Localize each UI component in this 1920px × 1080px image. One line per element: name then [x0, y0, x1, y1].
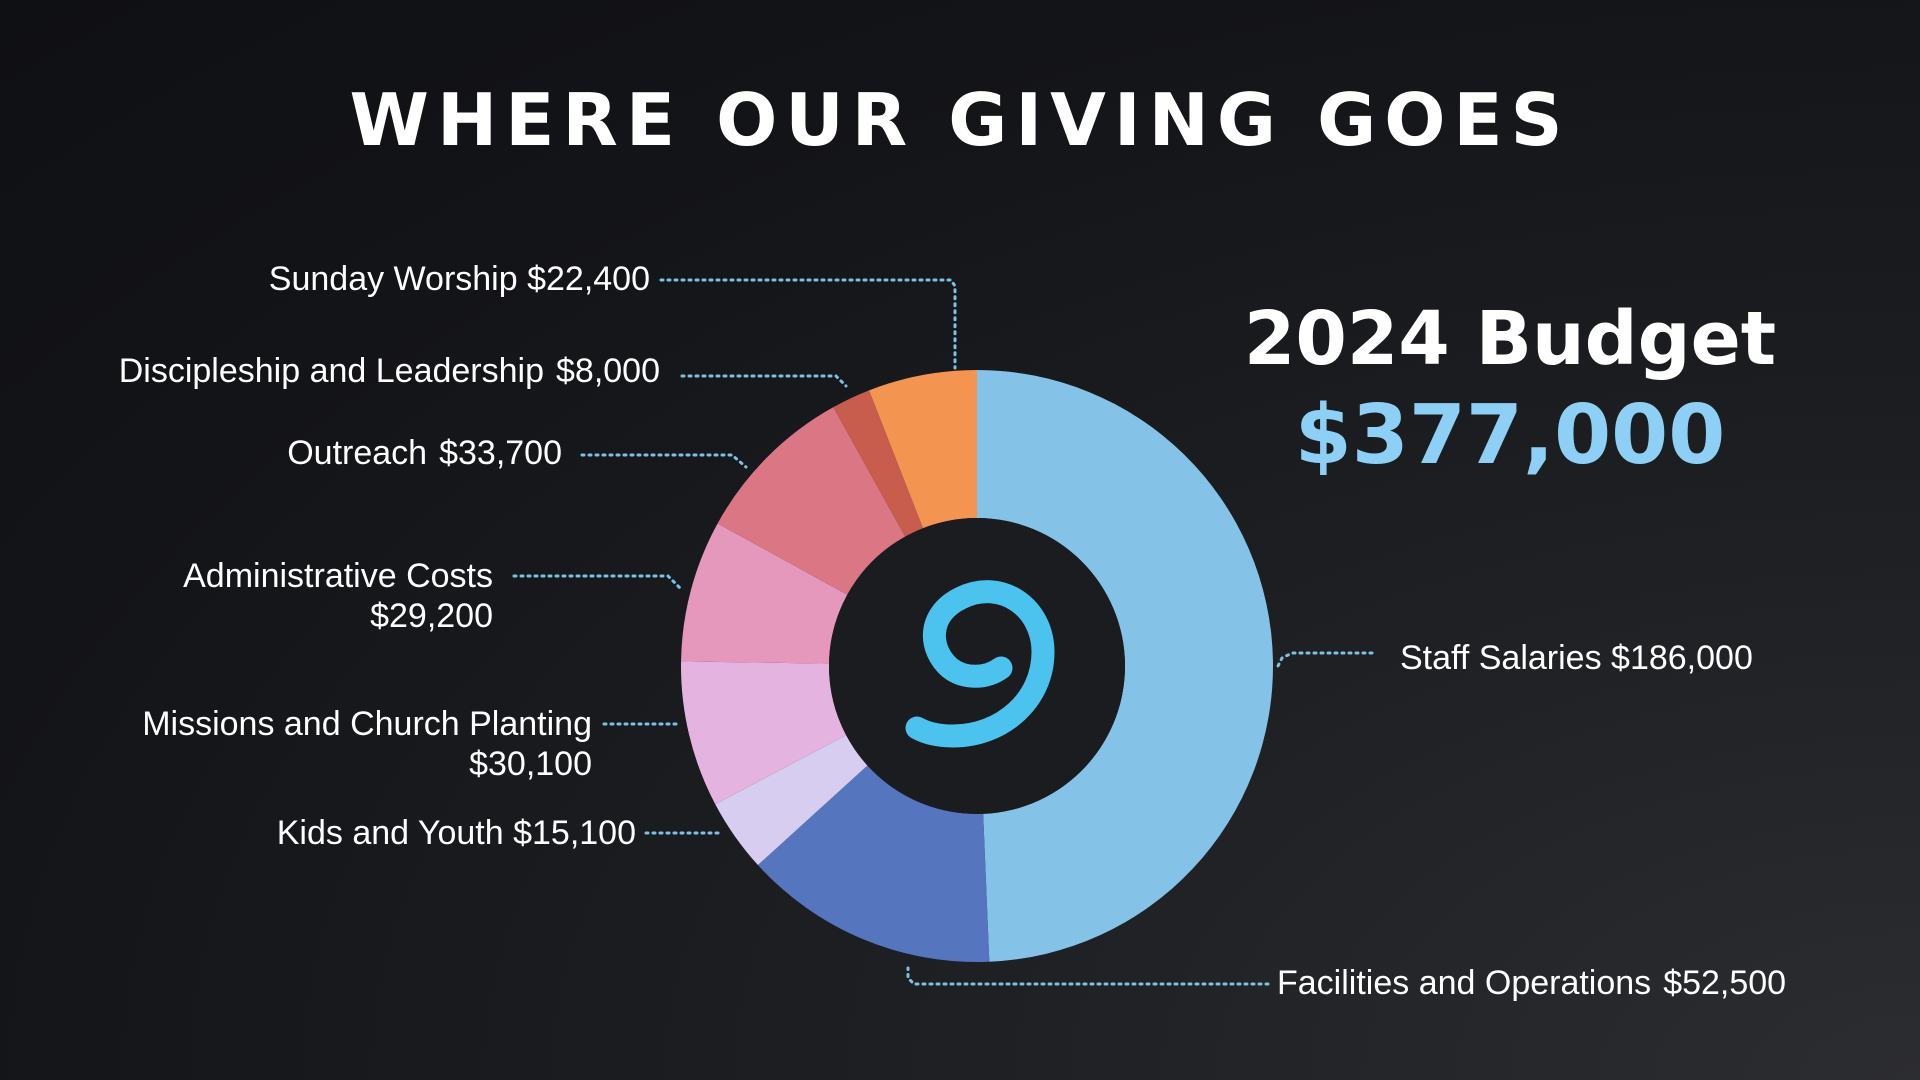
slice-kids-and-youth [715, 735, 868, 866]
label-discipleship: Discipleship and Leadership $8,000 [119, 351, 660, 391]
slice-staff-salaries [977, 370, 1273, 962]
label-amount: $8,000 [556, 352, 660, 390]
label-name: Discipleship and Leadership [118, 352, 544, 390]
leader-discipleship [680, 374, 848, 388]
label-amount: $52,500 [1663, 964, 1787, 1002]
g-logo-icon [905, 580, 1055, 748]
slice-discipleship-and-leadership [833, 390, 924, 537]
label-kids-youth: Kids and Youth $15,100 [277, 813, 636, 853]
leader-facilities [906, 966, 1270, 986]
label-outreach: Outreach $33,700 [287, 433, 562, 473]
budget-label: 2024 Budget [1243, 296, 1777, 382]
label-sunday-worship: Sunday Worship $22,400 [269, 259, 650, 299]
leader-outreach [580, 453, 748, 469]
label-amount: $29,200 [370, 597, 493, 635]
label-name: Missions and Church Planting [142, 705, 592, 743]
label-staff-salaries: Staff Salaries $186,000 [1400, 638, 1753, 678]
slice-outreach [717, 407, 906, 595]
label-name: Kids and Youth [276, 814, 504, 852]
label-facilities: Facilities and Operations $52,500 [1277, 963, 1786, 1003]
label-amount: $33,700 [439, 434, 562, 472]
slice-sunday-worship [869, 370, 977, 529]
budget-total: $377,000 [1294, 388, 1726, 483]
slice-facilities-and-operations [757, 765, 990, 962]
label-name: Sunday Worship [268, 260, 518, 298]
label-name: Staff Salaries [1400, 639, 1602, 677]
slice-missions-and-church-planting [681, 661, 847, 805]
label-amount: $186,000 [1611, 639, 1753, 677]
slice-administrative-costs [681, 523, 848, 664]
label-amount: $22,400 [527, 260, 650, 298]
label-name: Facilities and Operations [1277, 964, 1652, 1002]
label-missions: Missions and Church Planting $30,100 [142, 704, 592, 784]
leader-sunday-worship [659, 278, 957, 370]
leader-staff-salaries [1276, 651, 1374, 668]
label-name: Administrative Costs [183, 557, 493, 595]
leader-admin [512, 574, 682, 590]
label-admin: Administrative Costs $29,200 [183, 556, 493, 636]
page-title: WHERE OUR GIVING GOES [349, 78, 1571, 162]
label-amount: $15,100 [513, 814, 636, 852]
label-amount: $30,100 [469, 745, 592, 783]
label-name: Outreach [287, 434, 428, 472]
